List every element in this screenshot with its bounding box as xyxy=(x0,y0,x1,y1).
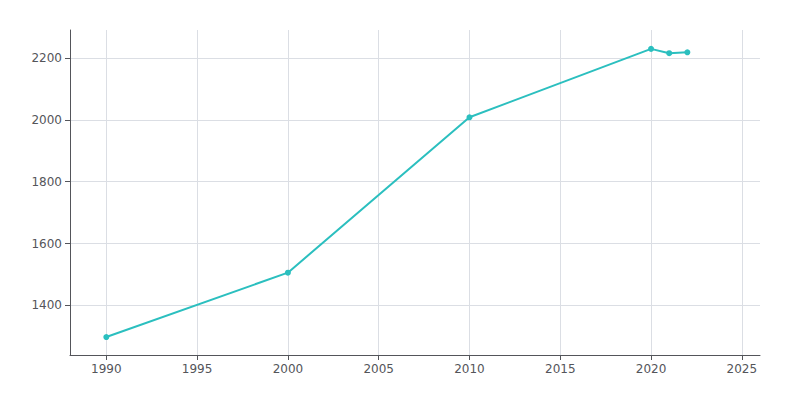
svg-text:1400: 1400 xyxy=(31,298,62,312)
svg-text:2000: 2000 xyxy=(31,113,62,127)
svg-text:1990: 1990 xyxy=(91,362,122,376)
svg-text:1995: 1995 xyxy=(182,362,213,376)
svg-text:2005: 2005 xyxy=(363,362,394,376)
svg-text:2000: 2000 xyxy=(273,362,304,376)
svg-text:2200: 2200 xyxy=(31,51,62,65)
svg-text:1600: 1600 xyxy=(31,237,62,251)
svg-text:2010: 2010 xyxy=(454,362,485,376)
svg-text:1800: 1800 xyxy=(31,175,62,189)
svg-text:2020: 2020 xyxy=(636,362,667,376)
svg-text:2025: 2025 xyxy=(727,362,758,376)
svg-text:2015: 2015 xyxy=(545,362,576,376)
